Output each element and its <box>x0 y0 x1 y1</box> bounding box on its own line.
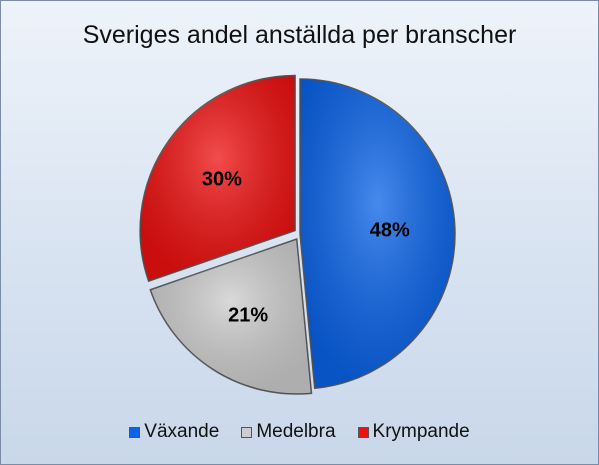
chart-title: Sveriges andel anställda per branscher <box>82 21 517 49</box>
pie-slice-shading-vaxande <box>300 79 455 389</box>
legend-swatch-medelbra <box>241 426 253 438</box>
legend-item-krympande: Krympande <box>357 421 470 443</box>
legend-label-krympande: Krympande <box>372 421 470 442</box>
legend-item-vaxande: Växande <box>129 421 219 443</box>
data-label-krympande: 30% <box>202 168 242 190</box>
legend-item-medelbra: Medelbra <box>241 421 336 443</box>
data-label-medelbra: 21% <box>228 305 268 327</box>
legend-label-vaxande: Växande <box>144 421 220 442</box>
chart-legend: Växande Medelbra Krympande <box>1 421 598 443</box>
legend-label-medelbra: Medelbra <box>256 421 336 442</box>
legend-swatch-krympande <box>357 426 369 438</box>
pie-slice-shading-medelbra <box>150 239 312 395</box>
data-label-vaxande: 48% <box>370 220 410 242</box>
pie-slice-shading-krympande <box>140 75 296 282</box>
legend-swatch-vaxande <box>129 426 141 438</box>
